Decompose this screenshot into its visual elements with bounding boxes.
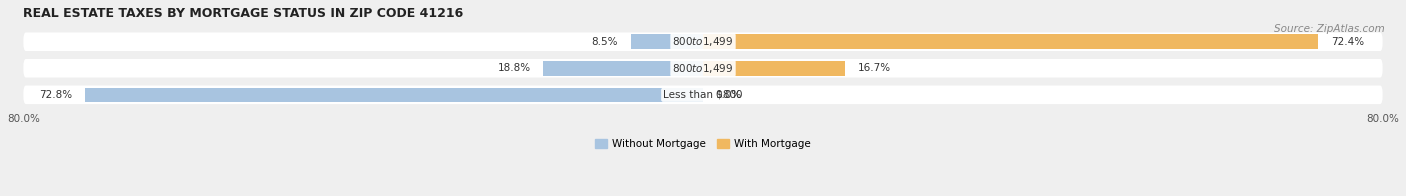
Text: 72.4%: 72.4% (1331, 37, 1364, 47)
FancyBboxPatch shape (24, 59, 1382, 78)
Legend: Without Mortgage, With Mortgage: Without Mortgage, With Mortgage (591, 135, 815, 153)
Text: 16.7%: 16.7% (858, 63, 891, 73)
Bar (543, 61, 703, 76)
Text: 8.5%: 8.5% (592, 37, 619, 47)
Text: 72.8%: 72.8% (39, 90, 72, 100)
Bar (631, 34, 703, 49)
Text: $800 to $1,499: $800 to $1,499 (672, 62, 734, 75)
Text: Source: ZipAtlas.com: Source: ZipAtlas.com (1274, 24, 1385, 34)
FancyBboxPatch shape (24, 85, 1382, 104)
Text: 18.8%: 18.8% (498, 63, 530, 73)
Bar (703, 61, 845, 76)
Text: Less than $800: Less than $800 (664, 90, 742, 100)
Text: 0.0%: 0.0% (716, 90, 742, 100)
Bar (84, 87, 703, 102)
Bar (703, 34, 1317, 49)
FancyBboxPatch shape (24, 33, 1382, 51)
Text: $800 to $1,499: $800 to $1,499 (672, 35, 734, 48)
Text: REAL ESTATE TAXES BY MORTGAGE STATUS IN ZIP CODE 41216: REAL ESTATE TAXES BY MORTGAGE STATUS IN … (24, 7, 464, 20)
